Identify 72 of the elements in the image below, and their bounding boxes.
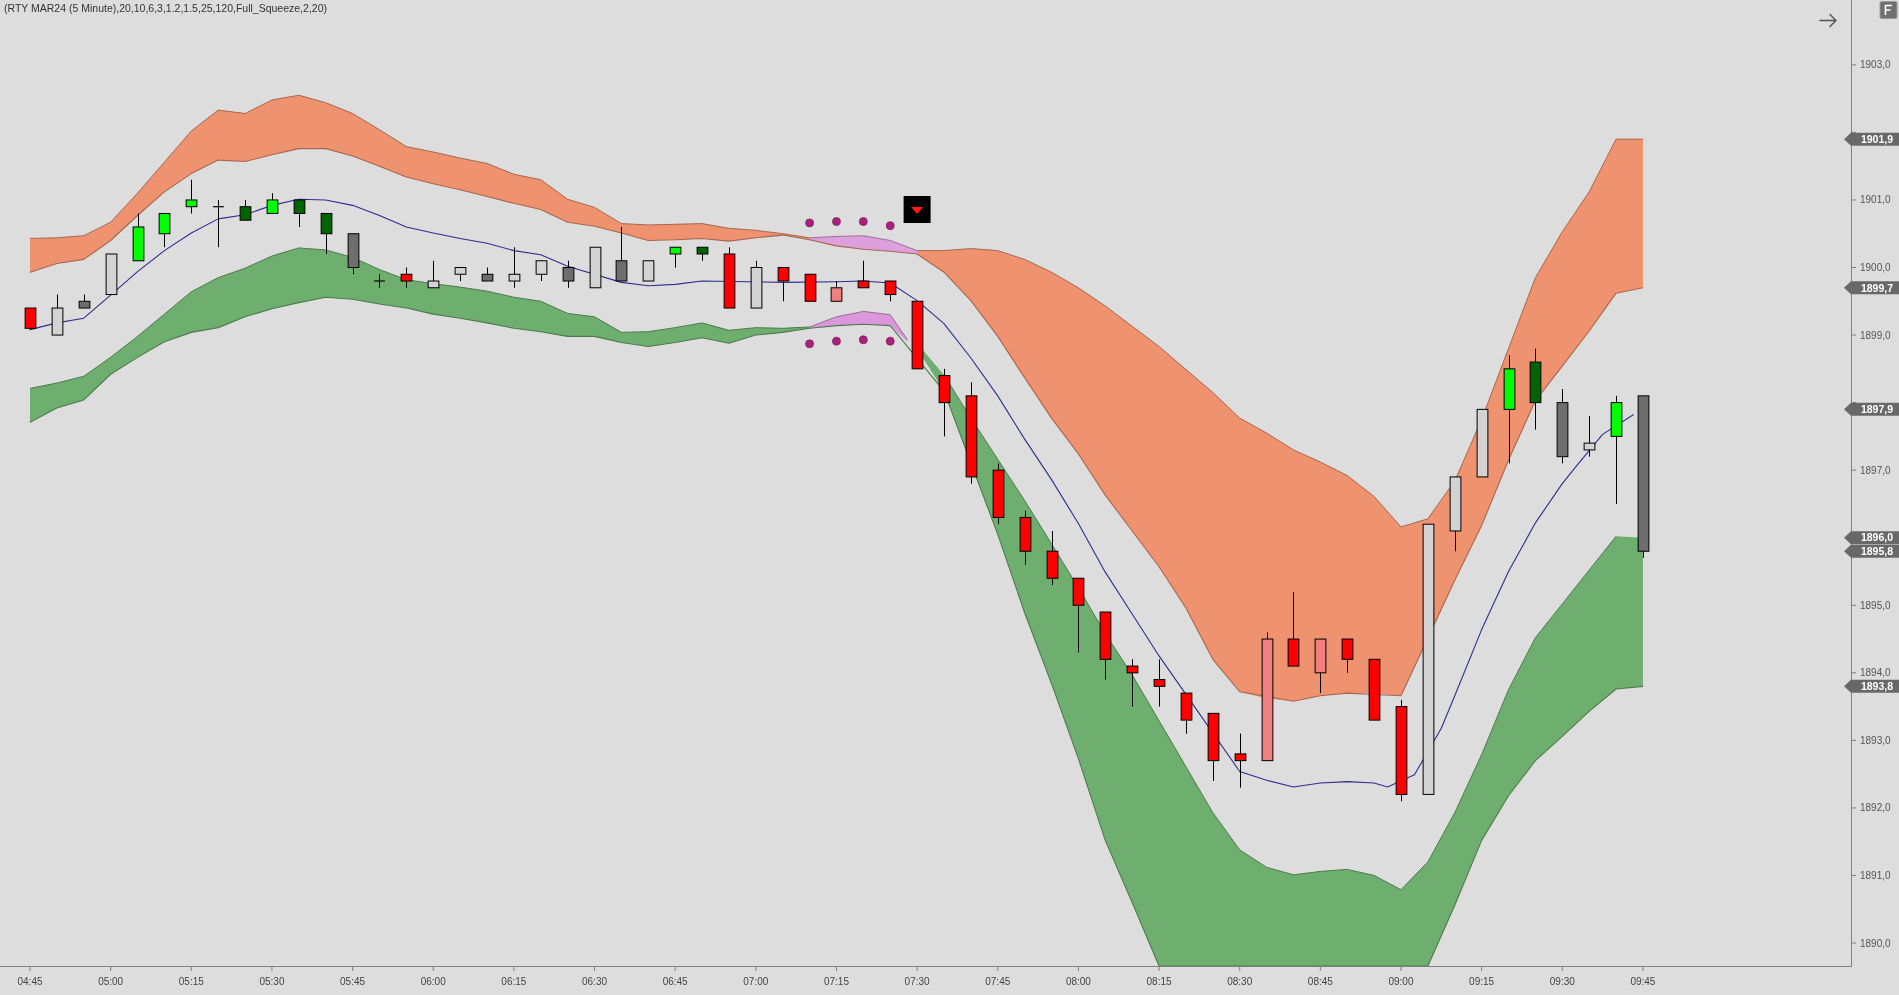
candlestick (857, 260, 870, 289)
candlestick (508, 246, 521, 289)
candlestick (1341, 638, 1354, 674)
x-tick-label: 09:00 (1388, 976, 1414, 987)
candlestick (427, 260, 440, 289)
x-tick-label: 08:45 (1307, 976, 1334, 987)
y-tick-label: 1892,0 (1860, 802, 1892, 814)
candlestick (777, 267, 790, 302)
point (858, 217, 868, 226)
x-tick-label: 08:00 (1065, 976, 1092, 987)
candlestick (24, 307, 37, 329)
candlestick (1583, 415, 1596, 458)
candlestick (884, 280, 897, 302)
text: 1895,8 (1860, 545, 1894, 558)
x-tick-label: 06:00 (420, 976, 447, 987)
y-tick-label: 1901,0 (1860, 194, 1892, 206)
point (832, 336, 841, 346)
y-tick-label: 1899,0 (1860, 329, 1892, 341)
text: 1893,8 (1860, 680, 1894, 693)
candlestick (1126, 658, 1139, 708)
point (885, 221, 895, 231)
x-tick-label: 06:45 (662, 976, 689, 987)
x-tick-label: 05:15 (178, 976, 205, 987)
candlestick (642, 260, 655, 282)
text: 1897,9 (1860, 403, 1894, 416)
x-tick-label: 09:30 (1549, 976, 1576, 987)
x-tick-label: 08:15 (1146, 976, 1172, 987)
candlestick (266, 192, 279, 214)
line-series (29, 198, 1634, 788)
x-tick-label: 06:15 (501, 976, 527, 987)
text: 1896,0 (1860, 531, 1894, 544)
candlestick (158, 212, 171, 248)
x-tick-label: 07:15 (823, 976, 850, 987)
candlestick (535, 260, 548, 282)
candlestick (293, 199, 306, 228)
x-tick-label: 08:30 (1227, 976, 1253, 987)
y-tick-label: 1891,0 (1860, 869, 1892, 881)
text: 1901,9 (1860, 132, 1894, 145)
point (858, 335, 868, 345)
y-tick-label: 1890,0 (1860, 937, 1892, 949)
x-tick-label: 05:45 (340, 976, 366, 987)
candlestick (562, 260, 575, 289)
candlestick (669, 246, 682, 269)
x-tick-label: 07:30 (904, 976, 931, 987)
point (805, 218, 814, 228)
x-tick-label: 05:30 (259, 976, 285, 987)
y-tick-label: 1895,0 (1860, 599, 1892, 611)
candlestick (830, 280, 843, 302)
candlestick (239, 199, 252, 221)
x-tick-label: 05:00 (98, 976, 124, 987)
x-tick-label: 07:45 (985, 976, 1011, 987)
y-tick-label: 1900,0 (1860, 262, 1892, 274)
point (832, 217, 841, 226)
x-tick-label: 07:00 (743, 976, 769, 987)
candlestick (185, 179, 198, 214)
candlestick (1234, 733, 1247, 789)
candlestick (615, 226, 628, 282)
y-tick-label: 1893,0 (1860, 734, 1892, 746)
x-tick-label: 06:30 (582, 976, 608, 987)
candlestick (320, 212, 333, 255)
point (885, 336, 895, 346)
x-tick-label: 09:45 (1630, 976, 1656, 987)
y-tick-label: 1897,0 (1860, 464, 1892, 476)
candlestick (1153, 658, 1166, 708)
y-tick-label: 1903,0 (1860, 59, 1892, 71)
x-tick-label: 04:45 (17, 976, 43, 987)
chart-title: (RTY MAR24 (5 Minute),20,10,6,3,1.2,1.5,25,120,Full_Squeeze,2,20) (4, 2, 327, 14)
text: 1899,7 (1860, 281, 1894, 294)
candlestick (400, 267, 413, 289)
x-tick-label: 09:15 (1469, 976, 1495, 987)
y-tick-label: 1894,0 (1860, 667, 1892, 679)
point (805, 339, 814, 349)
